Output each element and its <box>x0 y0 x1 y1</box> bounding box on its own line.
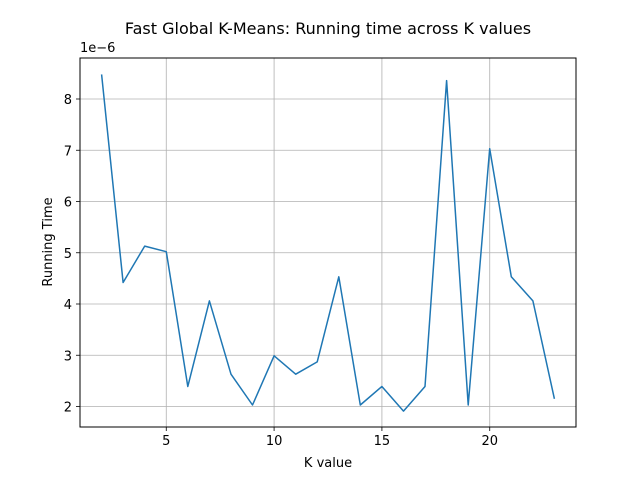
series-line <box>100 74 556 412</box>
y-tick-label: 2 <box>64 401 72 416</box>
x-tick-label: 15 <box>374 434 391 449</box>
y-tick-label: 6 <box>64 196 72 211</box>
y-scale-offset-label: 1e−6 <box>80 41 115 56</box>
series-layer <box>100 74 556 412</box>
x-tick-label: 20 <box>481 434 498 449</box>
x-tick-label: 10 <box>266 434 283 449</box>
y-tick-label: 4 <box>64 298 72 313</box>
x-tick-label: 5 <box>162 434 170 449</box>
y-tick-label: 7 <box>64 144 72 159</box>
y-tick-label: 8 <box>64 93 72 108</box>
chart-title: Fast Global K-Means: Running time across… <box>125 19 531 38</box>
plot-frame <box>79 57 577 428</box>
x-axis-label: K value <box>304 456 352 471</box>
y-tick-label: 3 <box>64 349 72 364</box>
y-tick-label: 5 <box>64 247 72 262</box>
grid-layer <box>80 58 576 427</box>
tick-layer: 5 10 15 20 2 3 4 5 6 7 8 <box>64 93 498 449</box>
y-axis-label: Running Time <box>41 197 56 286</box>
